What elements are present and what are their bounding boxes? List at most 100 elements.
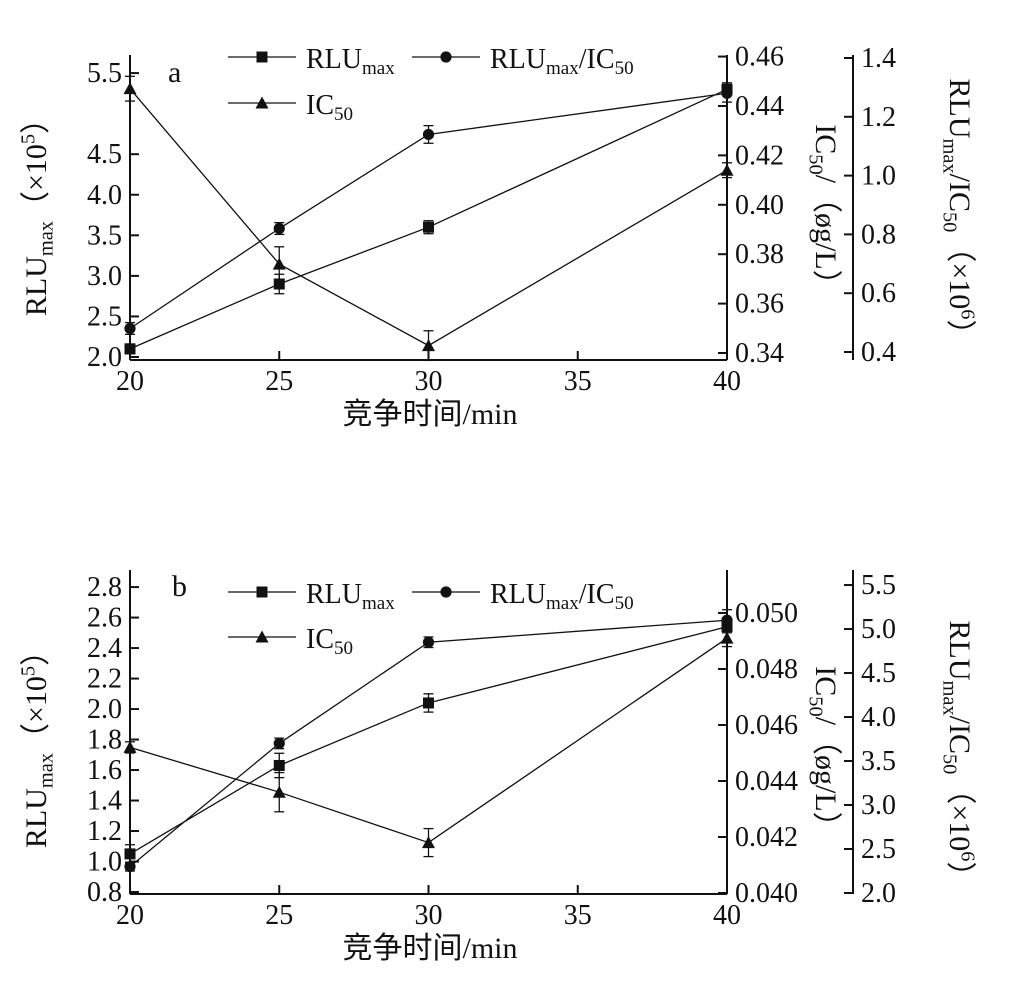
y-tick-label: 3.0 (87, 261, 122, 292)
y-tick-label: 0.050 (735, 598, 798, 629)
circle-marker (124, 322, 136, 335)
triangle-marker (422, 339, 435, 352)
x-axis-label: 竞争时间/min (342, 398, 517, 431)
square-marker (273, 759, 285, 771)
series-ic-50-a (123, 75, 734, 362)
y-tick-label: 0.36 (735, 289, 784, 320)
x-tick-label: 40 (713, 366, 741, 397)
y-tick-label: 4.5 (87, 139, 122, 170)
circle-marker (721, 87, 733, 99)
triangle-marker (272, 785, 286, 798)
y-tick-label: 2.8 (87, 572, 122, 603)
x-tick-label: 25 (265, 366, 293, 397)
x-tick-label: 20 (116, 366, 144, 397)
x-tick-label: 25 (265, 900, 293, 931)
y-tick-label: 1.4 (861, 43, 896, 74)
y-tick-label: 0.38 (735, 239, 784, 270)
y-tick-label: 0.6 (861, 278, 896, 309)
panel-a: 20 25 30 35 402.02.53.03.54.04.55.50.340.360… (18, 42, 979, 431)
y-tick-label: 0.44 (735, 91, 784, 122)
circle-marker (721, 614, 733, 626)
y-axis-label-right2: RLUmax/IC50（×106） (938, 621, 978, 892)
y-ticks-right1-b: 0.040 0.042 0.044 0.046 0.048 0.050 (718, 598, 798, 909)
triangle-marker (272, 257, 286, 270)
series-line (129, 626, 728, 855)
y-tick-label: 1.0 (861, 161, 896, 192)
y-axis-label-left: RLUmax（×105） (18, 636, 58, 848)
y-tick-label: 2.0 (87, 342, 122, 373)
y-tick-label: 0.044 (735, 766, 798, 797)
triangle-marker (255, 630, 269, 643)
circle-marker (440, 586, 452, 598)
series-line (129, 92, 728, 330)
legend-item-rlu-max: RLUmax (228, 44, 395, 79)
y-tick-label: 4.0 (861, 702, 896, 733)
y-axis-label-right1: IC50/（øg/L） (804, 666, 842, 841)
legend-label: RLUmax (306, 579, 395, 614)
panel-letter: a (168, 56, 181, 89)
panel-letter: b (172, 570, 187, 603)
legend-item-rlu-max-ic-50: RLUmax/IC50 (412, 579, 634, 614)
y-ticks-right1-a: 0.34 0.36 0.38 0.40 0.42 0.44 0.46 (718, 42, 784, 369)
y-tick-label: 3.5 (861, 746, 896, 777)
triangle-marker (255, 96, 269, 109)
y-axis-label-left: RLUmax（×105） (18, 104, 58, 316)
x-tick-label: 35 (564, 900, 592, 931)
y-tick-label: 2.0 (861, 878, 896, 909)
x-ticks-b: 20 25 30 35 40 (116, 885, 741, 931)
legend-label: IC50 (306, 624, 353, 659)
y-tick-label: 2.0 (87, 694, 122, 725)
y-axis-label-right1: IC50/（øg/L） (804, 124, 842, 299)
y-axis-label-right2: RLUmax/IC50（×106） (938, 79, 978, 350)
triangle-marker (422, 836, 435, 849)
y-ticks-left-a: 2.0 2.5 3.0 3.5 4.0 4.5 5.5 (87, 58, 139, 373)
y-tick-label: 0.8 (861, 219, 896, 250)
y-tick-label: 0.048 (735, 654, 798, 685)
series-line (129, 637, 728, 844)
triangle-marker (720, 163, 734, 176)
circle-marker (273, 222, 285, 235)
square-marker (423, 221, 434, 233)
y-ticks-left-b: 0.81.01.21.41.61.82.02.22.42.62.8 (87, 572, 139, 908)
x-tick-label: 20 (116, 900, 144, 931)
y-tick-label: 1.8 (87, 725, 122, 756)
legend-item-ic-50: IC50 (228, 90, 353, 125)
triangle-marker (123, 82, 137, 95)
y-tick-label: 5.5 (861, 570, 896, 601)
square-marker (124, 848, 136, 860)
y-tick-label: 4.5 (861, 658, 896, 689)
series-rlu-max-a (124, 82, 733, 355)
y-tick-label: 1.0 (87, 847, 122, 878)
y-tick-label: 3.0 (861, 790, 896, 821)
square-marker (423, 697, 434, 709)
legend-item-rlu-max: RLUmax (228, 579, 395, 614)
series-rlu-max-ic-50-a (124, 83, 733, 336)
legend-label: RLUmax/IC50 (490, 579, 634, 614)
y-tick-label: 0.46 (735, 42, 784, 73)
y-tick-label: 2.5 (87, 301, 122, 332)
y-tick-label: 5.5 (87, 58, 122, 89)
circle-marker (422, 128, 435, 141)
y-tick-label: 2.6 (87, 603, 122, 634)
square-marker (256, 51, 268, 63)
x-tick-label: 40 (713, 900, 741, 931)
y-tick-label: 1.2 (861, 102, 896, 133)
series-line (129, 88, 728, 347)
y-tick-label: 0.040 (735, 878, 798, 909)
square-marker (273, 278, 285, 290)
series-line (129, 88, 728, 350)
y-tick-label: 0.8 (87, 877, 122, 908)
square-marker (256, 586, 268, 598)
y-tick-label: 0.4 (861, 337, 896, 368)
y-tick-label: 1.4 (87, 786, 122, 817)
y-tick-label: 0.42 (735, 140, 784, 171)
y-tick-label: 1.6 (87, 755, 122, 786)
y-tick-label: 4.0 (87, 180, 122, 211)
y-tick-label: 1.2 (87, 816, 122, 847)
series-line (129, 619, 728, 868)
legend-item-ic-50: IC50 (228, 624, 353, 659)
y-tick-label: 3.5 (87, 220, 122, 251)
circle-marker (440, 51, 452, 63)
